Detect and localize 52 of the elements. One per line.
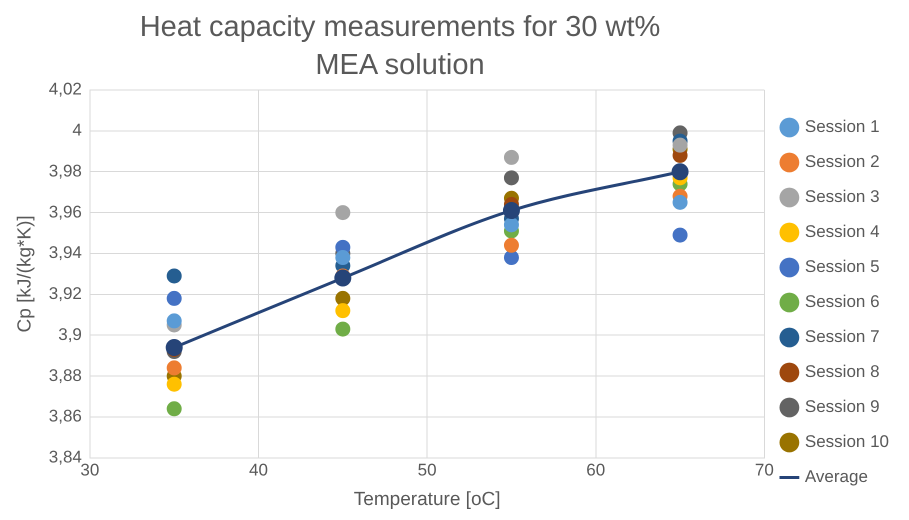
legend-label: Session 3 — [804, 187, 880, 206]
point — [504, 217, 519, 232]
y-tick-label: 3,98 — [48, 161, 82, 180]
legend-label: Session 1 — [804, 117, 880, 136]
x-axis-title: Temperature [oC] — [354, 488, 501, 510]
point — [334, 269, 352, 286]
point — [335, 250, 350, 266]
point — [335, 322, 350, 337]
y-tick-label: 3,94 — [48, 243, 82, 262]
point — [672, 138, 688, 153]
y-tick-label: 3,88 — [48, 366, 82, 385]
legend-label: Session 5 — [804, 257, 880, 276]
point — [335, 205, 350, 220]
point — [504, 170, 519, 186]
x-tick-label: 50 — [418, 460, 437, 480]
legend-label: Session 2 — [804, 152, 880, 172]
legend-label: Session 6 — [804, 292, 880, 312]
y-tick-label: 3,92 — [48, 284, 82, 304]
x-tick-label: 60 — [586, 460, 606, 480]
point — [672, 194, 688, 210]
point — [166, 338, 183, 356]
legend-label: Session 10 — [804, 432, 890, 452]
point — [166, 360, 182, 376]
legend-label: Average — [804, 467, 868, 486]
point — [335, 303, 350, 318]
point — [166, 268, 182, 284]
y-tick-label: 3,9 — [58, 324, 82, 344]
point — [335, 290, 350, 306]
point — [166, 376, 182, 392]
point — [166, 313, 182, 328]
point — [166, 401, 182, 416]
point — [672, 163, 689, 180]
point — [166, 290, 182, 306]
y-tick-label: 3,84 — [48, 447, 82, 466]
y-tick-label: 3,86 — [48, 406, 82, 426]
x-tick-label: 40 — [249, 460, 268, 480]
point — [504, 250, 519, 266]
legend-label: Session 9 — [804, 397, 880, 416]
legend-label: Session 4 — [804, 222, 880, 242]
y-tick-label: 4 — [72, 120, 82, 140]
y-tick-label: 3,96 — [48, 202, 82, 222]
x-tick-label: 30 — [80, 460, 100, 480]
y-axis-title: Cp [kJ/(kg*K)] — [14, 215, 36, 332]
point — [672, 228, 688, 243]
point — [502, 202, 520, 220]
legend-label: Session 7 — [804, 327, 880, 346]
point — [504, 150, 519, 165]
chart-title: Heat capacity measurements for 30 wt% MEA solution — [138, 10, 662, 83]
legend-label: Session 8 — [804, 362, 880, 382]
x-tick-label: 70 — [754, 460, 774, 480]
point — [504, 238, 519, 253]
y-tick-label: 4,02 — [48, 80, 82, 99]
